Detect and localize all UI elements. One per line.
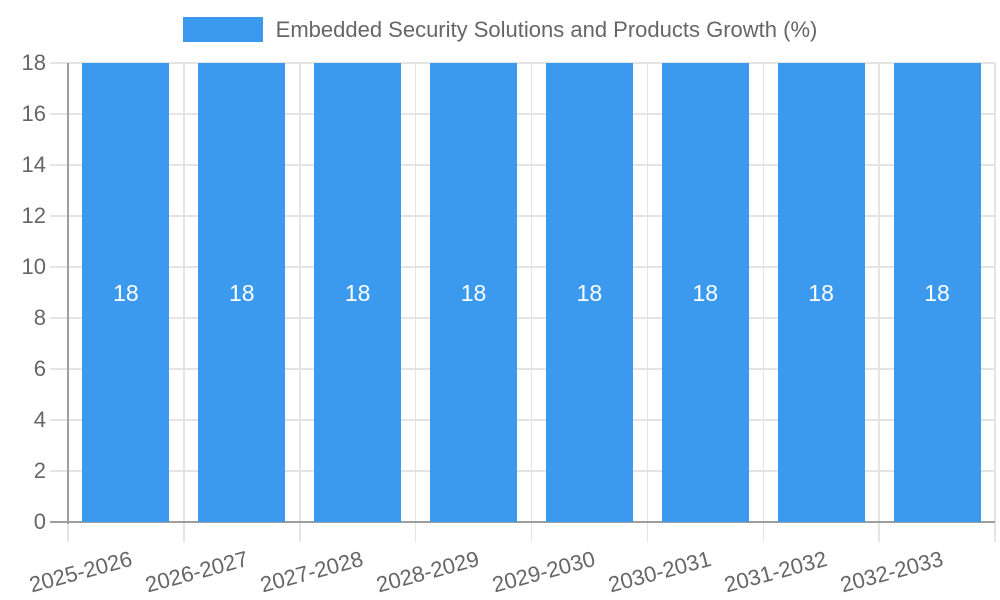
y-axis-tick-label: 4 <box>33 407 46 432</box>
bar-value-label: 18 <box>460 279 487 306</box>
y-gridline <box>50 317 995 319</box>
x-gridline <box>414 63 417 522</box>
x-gridline <box>299 63 301 522</box>
bar-value-label: 18 <box>808 279 834 306</box>
y-gridline <box>50 266 995 268</box>
bar[interactable] <box>545 63 633 522</box>
x-tick-mark <box>183 522 185 542</box>
x-axis-tick-label: 2028-2029 <box>373 546 483 598</box>
x-tick-mark <box>67 522 69 542</box>
x-gridline <box>183 63 185 522</box>
x-tick-mark <box>299 522 301 542</box>
x-gridline <box>646 63 649 522</box>
y-axis-tick-label: 6 <box>33 356 46 381</box>
bar-value-label: 18 <box>692 279 719 306</box>
x-tick-mark <box>762 522 764 542</box>
bar-value-label: 18 <box>344 279 371 306</box>
y-gridline <box>50 368 995 370</box>
x-axis-tick-label: 2029-2030 <box>489 546 598 598</box>
x-gridline <box>762 63 764 522</box>
y-axis-tick-label: 16 <box>21 101 46 126</box>
x-gridline <box>530 63 533 522</box>
x-tick-mark <box>530 522 533 542</box>
x-axis-tick-label: 2030-2031 <box>605 546 714 598</box>
y-gridline <box>50 419 995 421</box>
y-gridline <box>50 215 995 217</box>
x-tick-mark <box>878 522 880 542</box>
bar[interactable] <box>82 63 170 522</box>
x-axis-tick-label: 2025-2026 <box>26 546 135 598</box>
y-axis-tick-label: 10 <box>21 254 46 279</box>
bar[interactable] <box>314 63 402 522</box>
x-axis-line <box>50 521 995 523</box>
bar[interactable] <box>430 63 518 522</box>
x-axis-tick-label: 2032-2033 <box>837 546 946 598</box>
x-gridline <box>994 63 996 522</box>
y-gridline <box>50 470 995 472</box>
bar-value-label: 18 <box>229 279 255 306</box>
y-axis-tick-label: 18 <box>21 50 46 75</box>
y-gridline <box>50 113 995 115</box>
y-axis-tick-label: 14 <box>21 152 46 177</box>
y-gridline <box>50 164 995 166</box>
bar-value-label: 18 <box>924 279 950 306</box>
legend-swatch <box>182 17 263 42</box>
bar[interactable] <box>661 63 749 522</box>
y-axis-tick-label: 8 <box>33 305 46 330</box>
bar[interactable] <box>198 63 286 522</box>
x-tick-mark <box>646 522 649 542</box>
bar[interactable] <box>893 63 981 522</box>
bar-value-label: 18 <box>576 279 603 306</box>
bar[interactable] <box>777 63 865 522</box>
bar-value-label: 18 <box>113 279 139 306</box>
x-tick-mark <box>414 522 417 542</box>
legend-label: Embedded Security Solutions and Products… <box>275 17 818 42</box>
chart-legend[interactable]: Embedded Security Solutions and Products… <box>0 16 1000 43</box>
y-axis-tick-label: 12 <box>21 203 46 228</box>
y-axis-line <box>67 63 69 524</box>
y-axis-tick-label: 0 <box>33 509 46 534</box>
x-axis-tick-label: 2026-2027 <box>142 546 251 598</box>
x-axis-tick-label: 2031-2032 <box>721 546 830 598</box>
y-gridline <box>50 62 995 64</box>
x-gridline <box>878 63 880 522</box>
y-axis-tick-label: 2 <box>33 458 46 483</box>
x-tick-mark <box>994 522 996 542</box>
x-axis-tick-label: 2027-2028 <box>258 546 367 598</box>
